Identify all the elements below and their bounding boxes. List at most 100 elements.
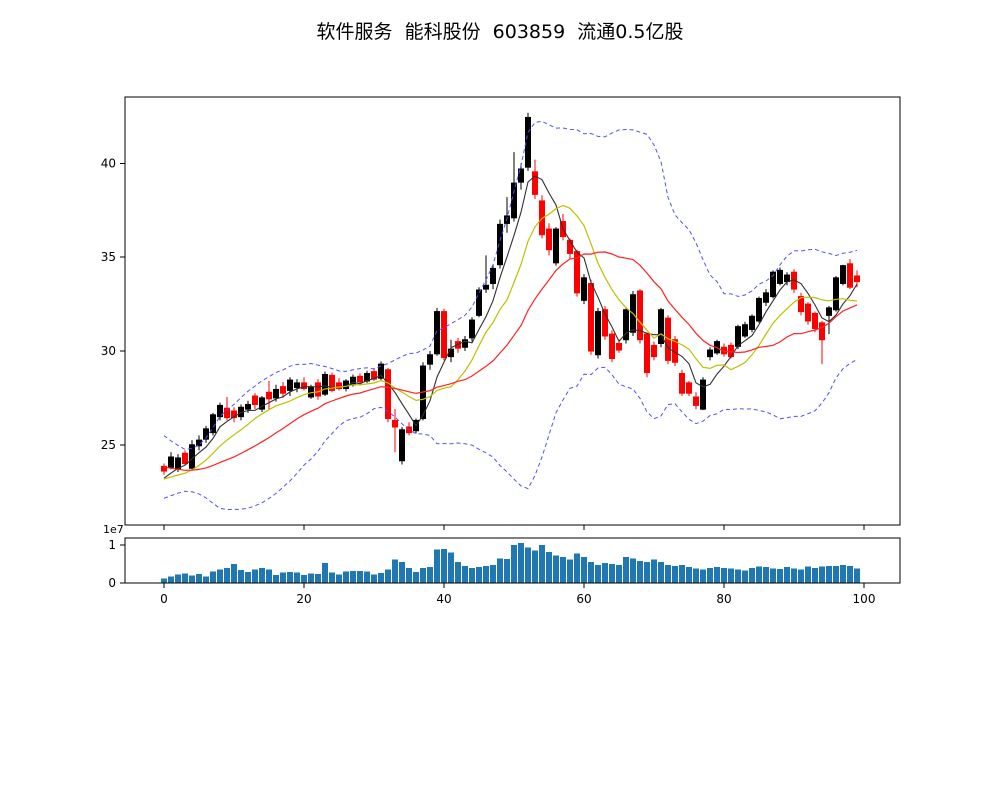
volume-bar	[210, 571, 216, 583]
volume-bar	[581, 557, 587, 583]
volume-bar	[490, 564, 496, 583]
volume-bar	[448, 552, 454, 583]
candle-body-down	[441, 311, 447, 359]
volume-bar	[329, 572, 335, 583]
candle-body-down	[812, 312, 818, 329]
volume-bar	[679, 564, 685, 583]
candle-body-down	[161, 465, 167, 472]
price-panel-border	[124, 96, 901, 526]
candle-body-up	[490, 267, 496, 284]
volume-bar	[308, 573, 314, 583]
candlesticks	[161, 112, 860, 475]
volume-bar	[245, 571, 251, 583]
candle-body-down	[819, 322, 825, 341]
candle-body-up	[518, 168, 524, 183]
volume-bar	[266, 569, 272, 583]
volume-bar	[287, 571, 293, 583]
candle-body-down	[693, 396, 699, 406]
volume-bar	[805, 566, 811, 583]
volume-bar	[364, 571, 370, 583]
ma-slow-line	[163, 251, 858, 471]
volume-bar	[420, 567, 426, 583]
candle-body-down	[567, 239, 573, 254]
volume-bar	[672, 565, 678, 583]
volume-bar	[357, 571, 363, 583]
volume-bar	[238, 570, 244, 583]
volume-axis-multiplier: 1e7	[103, 523, 124, 536]
candle-body-up	[469, 319, 475, 339]
candle-body-up	[399, 429, 405, 462]
volume-bar	[532, 550, 538, 583]
volume-bar	[665, 564, 671, 583]
candle-body-down	[644, 333, 650, 374]
candle-body-up	[763, 292, 769, 303]
volume-bar	[840, 565, 846, 583]
candle-body-up	[210, 414, 216, 434]
candle-body-down	[728, 344, 734, 358]
volume-bar	[413, 571, 419, 583]
volume-bar	[525, 547, 531, 583]
volume-y-tick-label: 0	[108, 576, 116, 590]
candle-body-down	[609, 333, 615, 360]
volume-bar	[350, 571, 356, 583]
candle-body-down	[847, 263, 853, 288]
volume-bar	[196, 573, 202, 583]
candle-body-down	[805, 303, 811, 322]
volume-bar	[819, 566, 825, 583]
volume-bar	[189, 575, 195, 583]
candle-body-up	[434, 311, 440, 355]
volume-bar	[749, 567, 755, 583]
volume-bar	[175, 574, 181, 583]
volume-bar	[791, 568, 797, 583]
volume-bar	[336, 574, 342, 583]
volume-panel-border	[124, 537, 901, 584]
volume-bar	[854, 568, 860, 583]
candle-body-down	[301, 382, 307, 390]
volume-bar	[616, 564, 622, 583]
candle-body-up	[658, 309, 664, 344]
volume-bar	[504, 559, 510, 583]
volume-bar	[609, 564, 615, 583]
volume-bar	[231, 564, 237, 583]
volume-bar	[560, 557, 566, 583]
candle-body-up	[581, 277, 587, 301]
candle-body-up	[168, 456, 174, 468]
volume-bar	[497, 558, 503, 583]
candle-body-down	[315, 382, 321, 397]
volume-bar	[714, 567, 720, 583]
volume-bar	[455, 562, 461, 583]
candle-body-up	[476, 289, 482, 316]
candle-body-up	[756, 297, 762, 322]
candle-body-up	[322, 373, 328, 395]
volume-bar	[378, 573, 384, 583]
volume-bar	[826, 565, 832, 583]
candle-body-up	[427, 354, 433, 365]
candle-body-down	[854, 275, 860, 283]
candle-body-down	[329, 374, 335, 391]
candle-body-down	[602, 309, 608, 337]
candle-body-down	[336, 382, 342, 390]
x-tick-label: 40	[436, 592, 451, 606]
volume-bar	[637, 560, 643, 583]
volume-bar	[518, 543, 524, 583]
volume-bar	[574, 553, 580, 583]
candle-body-down	[616, 342, 622, 351]
volume-bar	[469, 567, 475, 583]
bollinger-upper-line	[163, 120, 858, 450]
candle-body-up	[497, 223, 503, 266]
candle-body-up	[777, 269, 783, 284]
volume-bar	[343, 571, 349, 583]
volume-bar	[273, 575, 279, 583]
candle-body-up	[833, 277, 839, 311]
volume-bar	[546, 551, 552, 583]
candle-body-down	[357, 375, 363, 383]
volume-bar	[322, 563, 328, 583]
volume-bar	[812, 567, 818, 583]
volume-bar	[252, 569, 258, 583]
volume-bar	[224, 567, 230, 583]
ma-mid-line	[163, 204, 858, 480]
candle-body-down	[252, 395, 258, 405]
volume-bar	[798, 569, 804, 583]
volume-bar	[427, 567, 433, 583]
